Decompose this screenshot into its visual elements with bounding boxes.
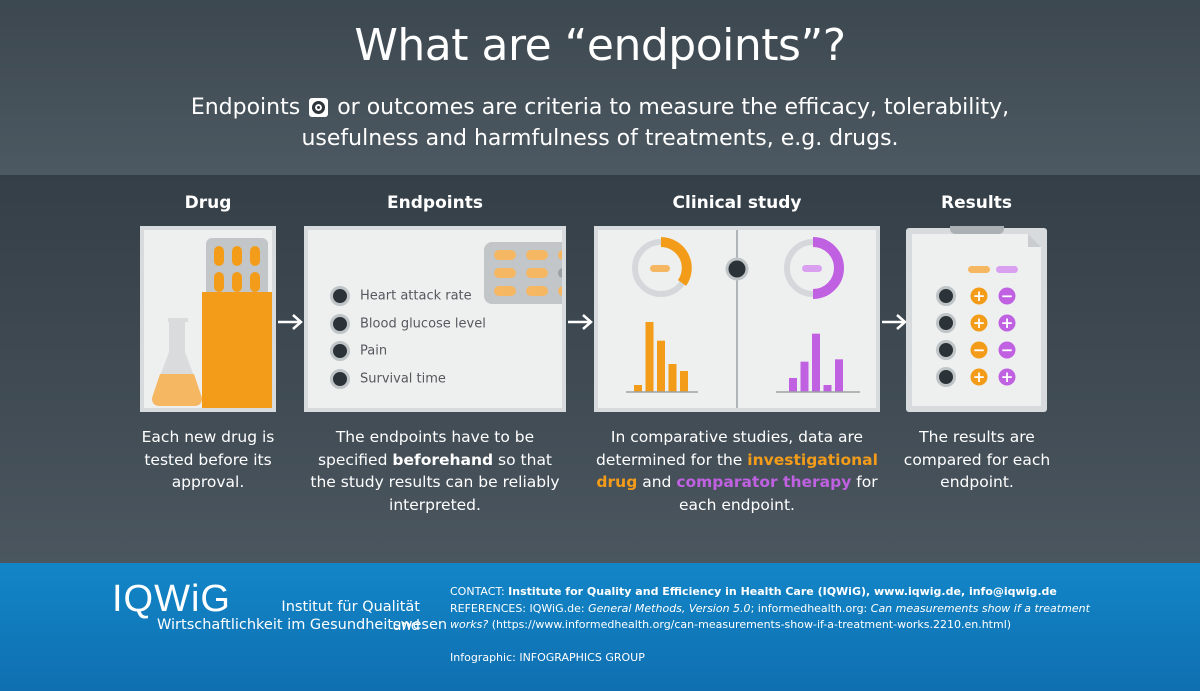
bar bbox=[812, 333, 820, 392]
blister-pack-icon bbox=[484, 242, 562, 304]
result-sign: + bbox=[1001, 314, 1014, 332]
endpoint-item: Survival time bbox=[330, 369, 446, 389]
page-subtitle: Endpoints or outcomes are criteria to me… bbox=[170, 92, 1030, 154]
heading-results: Results bbox=[941, 193, 1012, 213]
bar bbox=[823, 385, 832, 392]
clipboard-clip bbox=[950, 220, 1004, 234]
endpoint-item: Blood glucose level bbox=[330, 314, 486, 334]
results-description: The results are compared for each endpoi… bbox=[903, 428, 1051, 491]
bar bbox=[800, 361, 809, 392]
infographic-credit: Infographic: INFOGRAPHICS GROUP bbox=[450, 651, 645, 664]
arrow-icon bbox=[278, 314, 303, 330]
plus-icon bbox=[970, 314, 988, 332]
subtitle-part2: or outcomes are criteria to measure the … bbox=[301, 95, 1010, 151]
results-card: + − + + − − + + bbox=[906, 220, 1047, 412]
bar bbox=[835, 359, 843, 392]
arrow-icon bbox=[882, 314, 907, 330]
plus-icon bbox=[998, 368, 1016, 386]
investigational-bar-chart bbox=[634, 322, 688, 392]
drug-card bbox=[140, 226, 276, 412]
endpoint-item: Heart attack rate bbox=[330, 286, 472, 306]
result-sign: + bbox=[1001, 368, 1014, 386]
result-sign: + bbox=[973, 368, 986, 386]
endpoint-dot-icon bbox=[936, 286, 956, 306]
endpoints-description: The endpoints have to be specified befor… bbox=[310, 428, 560, 514]
clinical-study-description: In comparative studies, data are determi… bbox=[596, 428, 878, 514]
heading-drug: Drug bbox=[184, 193, 232, 213]
endpoint-dot-icon bbox=[936, 313, 956, 333]
endpoint-dot-icon bbox=[330, 369, 350, 389]
minus-icon bbox=[998, 287, 1016, 305]
minus-icon bbox=[998, 341, 1016, 359]
endpoint-dot-icon bbox=[936, 367, 956, 387]
drug-illustration bbox=[152, 238, 272, 408]
drug-box bbox=[202, 292, 272, 408]
bar bbox=[668, 364, 677, 392]
subtitle-part1: Endpoints bbox=[190, 95, 301, 120]
bar bbox=[645, 322, 654, 392]
plus-icon bbox=[970, 368, 988, 386]
footer-band bbox=[0, 563, 1200, 691]
page-title: What are “endpoints”? bbox=[354, 20, 846, 71]
arrow-icon bbox=[568, 314, 593, 330]
plus-icon bbox=[998, 314, 1016, 332]
endpoints-card: Heart attack rate Blood glucose level Pa… bbox=[304, 226, 566, 412]
result-sign: − bbox=[1001, 341, 1014, 359]
heading-endpoints: Endpoints bbox=[387, 193, 483, 213]
bar bbox=[789, 378, 797, 392]
bar bbox=[634, 385, 642, 392]
endpoint-dot-icon bbox=[725, 257, 749, 281]
clipboard-illustration: + −+ +− −+ + bbox=[906, 220, 1047, 412]
iqwig-logo: IQWiG bbox=[112, 578, 231, 620]
endpoint-dot-icon bbox=[330, 341, 350, 361]
clinical-study-card bbox=[594, 226, 880, 412]
minus-icon bbox=[970, 341, 988, 359]
heading-clinical-study: Clinical study bbox=[672, 193, 802, 213]
institute-name-line2: Wirtschaftlichkeit im Gesundheitswesen bbox=[157, 617, 448, 633]
endpoint-icon bbox=[309, 98, 329, 117]
endpoint-dot-icon bbox=[330, 314, 350, 334]
result-sign: − bbox=[1001, 287, 1014, 305]
contact-info: CONTACT: Institute for Quality and Effic… bbox=[450, 585, 1057, 598]
references: REFERENCES: IQWiG.de: General Methods, V… bbox=[450, 602, 1090, 631]
bar bbox=[657, 340, 665, 392]
plus-icon bbox=[970, 287, 988, 305]
result-sign: − bbox=[973, 341, 986, 359]
endpoint-dot-icon bbox=[330, 286, 350, 306]
drug-description: Each new drug is tested before its appro… bbox=[141, 428, 275, 491]
result-sign: + bbox=[973, 287, 986, 305]
endpoint-dot-icon bbox=[936, 340, 956, 360]
clinical-study-illustration bbox=[626, 230, 860, 408]
bar bbox=[680, 371, 688, 392]
comparator-bar-chart bbox=[789, 333, 843, 392]
institute-name-line1: Institut für Qualität und bbox=[281, 599, 420, 634]
endpoint-item: Pain bbox=[330, 341, 387, 361]
result-sign: + bbox=[973, 314, 986, 332]
header-band bbox=[0, 0, 1200, 175]
